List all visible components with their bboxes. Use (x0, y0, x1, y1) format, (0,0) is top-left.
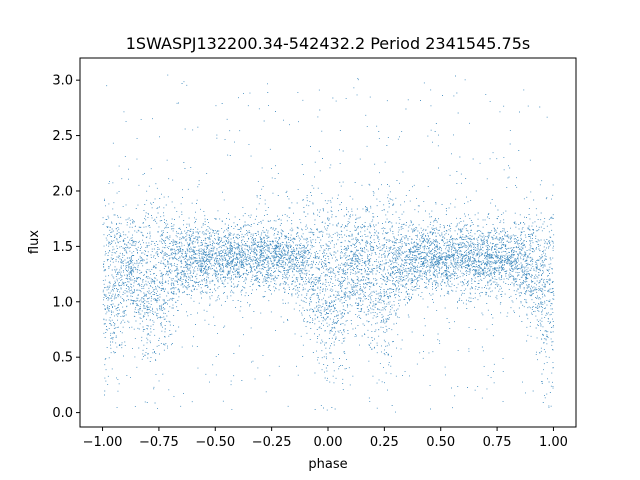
y-tick-label: 0.0 (52, 406, 73, 421)
y-tick-label: 1.5 (52, 240, 73, 255)
chart-title: 1SWASPJ132200.34-542432.2 Period 2341545… (126, 34, 531, 53)
y-tick-label: 2.0 (52, 184, 73, 199)
y-tick-label: 3.0 (52, 74, 73, 89)
y-tick-label: 2.5 (52, 129, 73, 144)
x-tick-label: 0.00 (314, 435, 343, 450)
x-tick-label: −0.75 (139, 435, 179, 450)
x-tick-label: 0.50 (426, 435, 455, 450)
plot-frame (79, 57, 577, 428)
x-tick-label: −1.00 (83, 435, 123, 450)
y-tick-label: 1.0 (52, 295, 73, 310)
y-axis: 0.0 0.5 1.0 1.5 2.0 2.5 3.0 (52, 74, 80, 421)
x-axis: −1.00 −0.75 −0.50 −0.25 0.00 0.25 0.50 0.75 1.00 (83, 427, 568, 450)
x-axis-label: phase (308, 457, 347, 472)
y-axis-label: flux (27, 230, 42, 254)
scatter-points (102, 74, 555, 413)
x-tick-label: −0.50 (195, 435, 235, 450)
y-tick-label: 0.5 (52, 351, 73, 366)
x-tick-label: 0.75 (483, 435, 512, 450)
x-tick-label: −0.25 (252, 435, 292, 450)
x-tick-label: 0.25 (370, 435, 399, 450)
x-tick-label: 1.00 (539, 435, 568, 450)
data-points (102, 74, 555, 413)
